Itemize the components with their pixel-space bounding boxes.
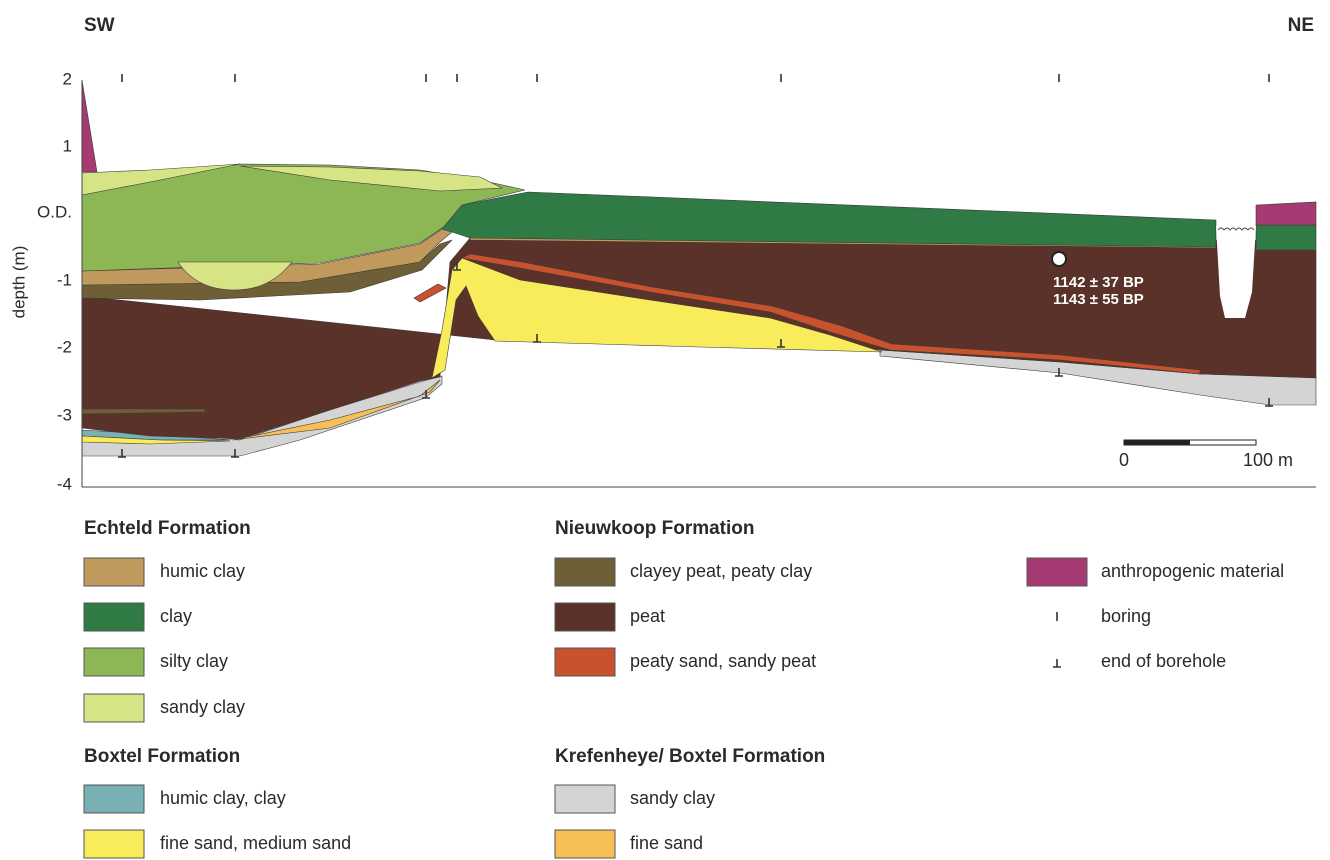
legend-heading: Nieuwkoop Formation [555,518,755,539]
legend-swatch [555,830,615,858]
legend-label: sandy clay [630,788,715,808]
y-tick-label: -4 [57,474,72,493]
scale-label: 100 m [1243,450,1293,470]
legend-swatch [84,558,144,586]
direction-label: SW [84,15,115,36]
date-label: 1143 ± 55 BP [1053,291,1144,308]
legend-swatch [84,603,144,631]
y-tick-label: 1 [63,136,72,155]
legend-swatch [555,558,615,586]
legend-swatch [555,603,615,631]
legend-swatch [555,785,615,813]
legend-label: clay [160,606,192,626]
y-tick-label: -3 [57,405,72,424]
direction-label: NE [1288,15,1314,36]
y-ticks: 2 1 O.D. -1 -2 -3 -4 [37,69,72,493]
legend-symbol [1053,659,1061,667]
legend-swatch [1027,558,1087,586]
legend-swatch [84,785,144,813]
legend-heading: Echteld Formation [84,518,251,539]
layer-clay [1256,225,1316,250]
y-tick-label: O.D. [37,202,72,221]
legend-swatch [84,648,144,676]
legend-label: fine sand [630,833,703,853]
legend: Echteld Formation humic clay clay silty … [84,518,1284,858]
legend-label: peaty sand, sandy peat [630,651,816,671]
legend-heading: Krefenheye/ Boxtel Formation [555,746,825,767]
legend-swatch [84,830,144,858]
cross-section-figure: SW NE [0,0,1330,860]
layer-anthropogenic [1256,202,1316,225]
layer-anthropogenic [82,80,97,172]
cross-section [82,80,1316,456]
y-tick-label: 2 [63,69,72,88]
legend-label: humic clay [160,561,245,581]
legend-label: clayey peat, peaty clay [630,561,812,581]
scale-bar [1124,440,1190,445]
legend-label: fine sand, medium sand [160,833,351,853]
y-axis-title: depth (m) [9,246,28,319]
y-tick-label: -2 [57,337,72,356]
dating-sample [1052,252,1066,266]
legend-swatch [555,648,615,676]
legend-swatch [84,694,144,722]
layer-peaty-sand [414,284,446,302]
y-tick-label: -1 [57,270,72,289]
layer-clay [442,192,1216,247]
legend-heading: Boxtel Formation [84,746,240,767]
scale-label: 0 [1119,450,1129,470]
legend-label: silty clay [160,651,228,671]
legend-label: sandy clay [160,697,245,717]
legend-label: humic clay, clay [160,788,286,808]
legend-label: boring [1101,606,1151,626]
date-label: 1142 ± 37 BP [1053,274,1144,291]
legend-label: anthropogenic material [1101,561,1284,581]
legend-label: peat [630,606,665,626]
legend-label: end of borehole [1101,651,1226,671]
